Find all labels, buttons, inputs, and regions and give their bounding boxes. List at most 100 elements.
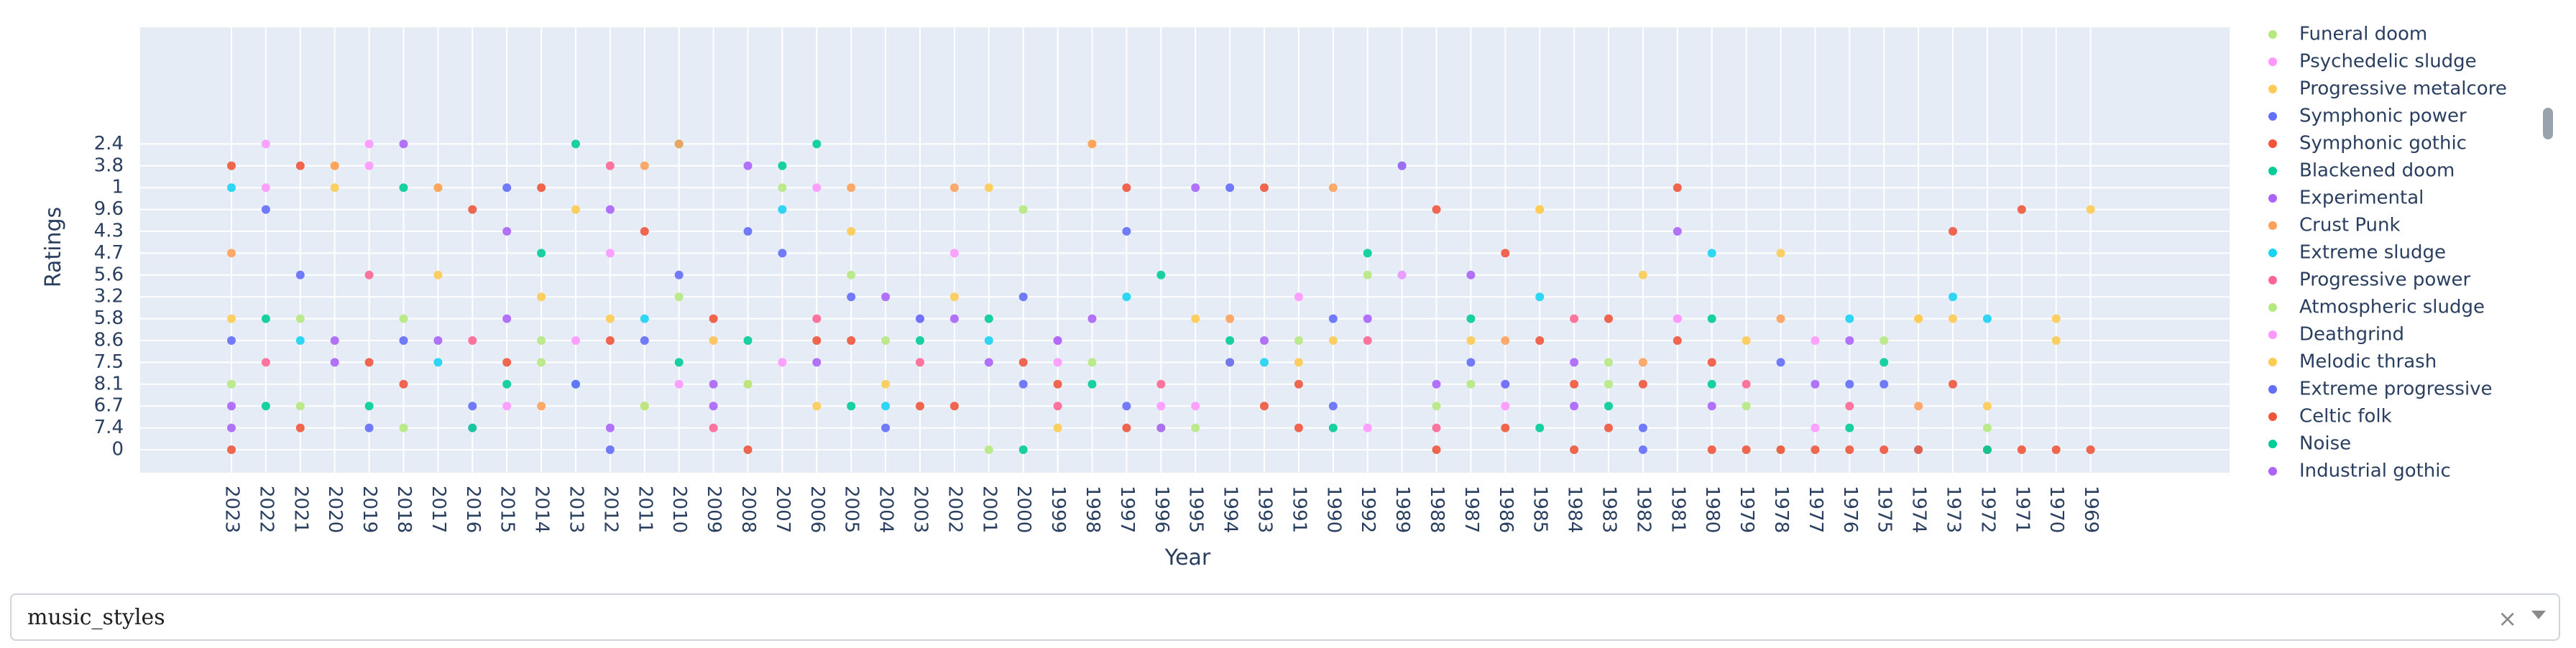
data-point [674,379,684,389]
data-point [1328,183,1338,193]
data-point [916,314,924,323]
x-tick-label: 2016 [462,486,484,533]
data-point [1432,402,1441,411]
x-tick-label: 2012 [599,486,621,533]
y-tick-label: 8.1 [94,373,124,394]
data-point [1501,249,1510,258]
legend-item-label: Celtic folk [2299,406,2392,427]
legend-marker [2268,57,2277,66]
dataset-dropdown[interactable]: music_styles × [10,593,2560,641]
x-tick-label: 2011 [634,486,656,533]
data-point [537,183,546,193]
data-point [674,292,684,302]
data-point [949,402,959,411]
data-point [295,402,305,411]
data-point [1122,402,1131,411]
legend: Funeral doom Psychedelic sludge Progressiv… [2268,24,2507,482]
data-point [1880,379,1889,389]
data-point [709,423,718,432]
data-point [433,336,443,345]
data-point [399,336,408,345]
chevron-down-icon[interactable] [2531,611,2546,619]
y-tick-label: 9.6 [94,198,124,220]
legend-marker [2268,330,2277,339]
data-point [1638,379,1647,389]
x-tick-label: 1975 [1874,486,1895,533]
data-point [1363,423,1372,432]
data-point [1776,358,1785,367]
data-point [640,336,649,345]
data-point [812,314,822,323]
data-point [1260,183,1269,193]
data-point [1087,358,1097,367]
data-point [1191,314,1200,323]
data-point [1328,314,1338,323]
data-point [778,205,787,214]
legend-item-label: Blackened doom [2299,160,2455,182]
data-point [674,139,684,149]
y-tick-label: 4.3 [94,221,124,242]
data-point [227,445,236,454]
clear-icon[interactable]: × [2498,605,2517,632]
data-point [364,139,374,149]
data-point [1845,445,1854,454]
data-point [1949,292,1957,302]
data-point [812,358,822,367]
data-point [1397,270,1407,279]
data-point [1604,358,1613,367]
data-point [1982,314,1992,323]
y-tick-label: 1 [111,177,124,198]
data-point [1845,314,1854,323]
data-point [1501,379,1510,389]
data-point [984,445,993,454]
legend-marker [2268,467,2277,476]
x-tick-label: 2005 [841,486,862,533]
data-point [364,270,374,279]
data-point [1466,358,1476,367]
data-point [1914,445,1923,454]
data-point [812,183,822,193]
data-point [1363,336,1372,345]
x-tick-label: 2004 [875,486,897,533]
data-point [2086,205,2095,214]
x-tick-label: 1983 [1598,486,1620,533]
data-point [364,358,374,367]
data-point [1466,314,1476,323]
x-tick-label: 2022 [255,486,277,533]
x-tick-label: 2003 [910,486,932,533]
y-axis-title: Ratings [41,207,66,287]
legend-scrollbar[interactable] [2543,108,2553,139]
data-point [227,423,236,432]
data-point [1535,292,1545,302]
data-point [571,139,580,149]
data-point [778,161,787,170]
data-point [605,249,615,258]
data-point [1707,314,1716,323]
data-point [1294,292,1303,302]
x-tick-label: 1974 [1908,486,1930,533]
x-tick-label: 2020 [324,486,346,533]
legend-marker [2268,85,2277,93]
data-point [1363,314,1372,323]
data-point [295,161,305,170]
legend-item-label: Progressive metalcore [2299,78,2507,100]
legend-item-label: Deathgrind [2299,324,2404,346]
data-point [1742,336,1751,345]
data-point [330,358,339,367]
data-point [1122,227,1131,236]
data-point [399,314,408,323]
data-point [261,358,270,367]
data-point [227,379,236,389]
data-point [1225,183,1235,193]
data-point [1363,270,1372,279]
data-point [1294,379,1303,389]
data-point [1535,423,1545,432]
y-tick-label: 5.6 [94,264,124,285]
x-tick-label: 2017 [428,486,449,533]
data-point [537,358,546,367]
data-point [227,183,236,193]
data-point [1570,445,1579,454]
data-point [1535,336,1545,345]
data-point [1501,336,1510,345]
data-point [881,423,891,432]
